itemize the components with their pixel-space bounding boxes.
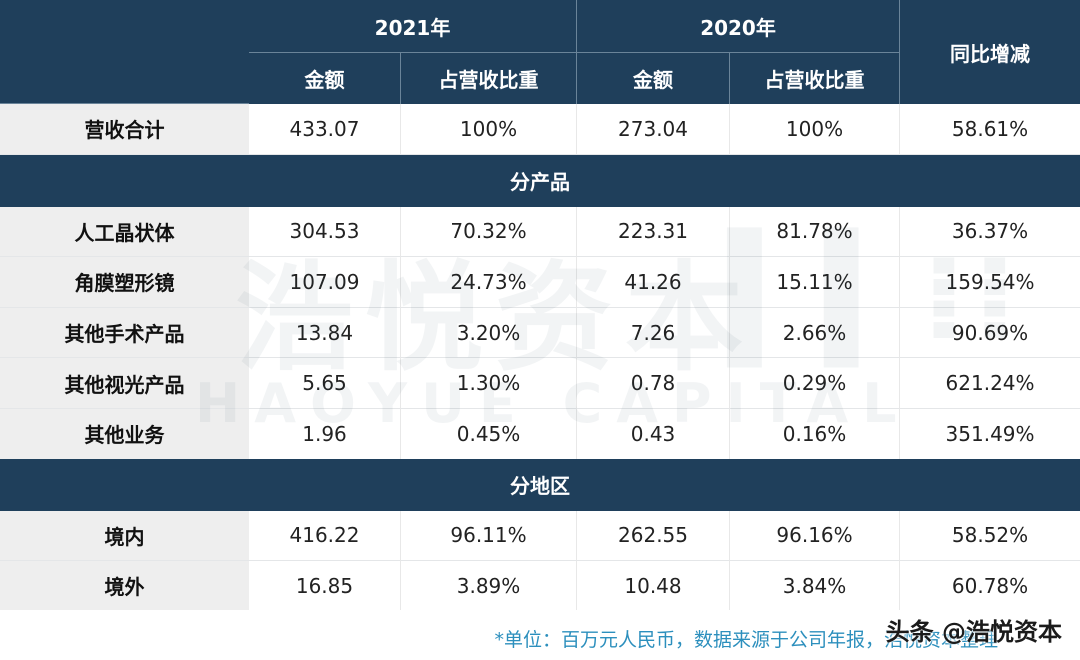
table-row: 境外 16.85 3.89% 10.48 3.84% 60.78% <box>0 561 1080 611</box>
cell-share-2020: 96.16% <box>729 510 900 562</box>
cell-share-2020: 2.66% <box>729 307 900 359</box>
table-row: 境内 416.22 96.11% 262.55 96.16% 58.52% <box>0 510 1080 562</box>
cell-share-2020: 3.84% <box>729 561 900 611</box>
revenue-table: 2021年 2020年 同比增减 金额 占营收比重 金额 占营收比重 营收合计 … <box>0 0 1080 611</box>
cell-share-2020: 81.78% <box>729 206 900 258</box>
cell-amount-2020: 7.26 <box>576 307 730 359</box>
row-label: 其他手术产品 <box>0 307 249 359</box>
table-row: 其他业务 1.96 0.45% 0.43 0.16% 351.49% <box>0 408 1080 459</box>
source-note: *单位：百万元人民币，数据来源于公司年报，浩悦资本整理 <box>494 629 998 651</box>
cell-share-2020: 0.29% <box>729 358 900 409</box>
header-2021: 2021年 <box>249 0 577 53</box>
table-row: 其他视光产品 5.65 1.30% 0.78 0.29% 621.24% <box>0 358 1080 409</box>
cell-amount-2020: 0.78 <box>576 358 730 409</box>
cell-share-2021: 70.32% <box>400 206 577 258</box>
cell-share-2021: 3.89% <box>400 561 577 611</box>
cell-yoy: 36.37% <box>899 206 1080 258</box>
header-amount-2020: 金额 <box>576 53 730 104</box>
cell-amount-2020: 10.48 <box>576 561 730 611</box>
cell-amount-2021: 416.22 <box>249 510 400 562</box>
header-amount-2021: 金额 <box>249 53 400 104</box>
cell-amount-2020: 262.55 <box>576 510 730 562</box>
cell-share-2020: 0.16% <box>729 408 900 459</box>
header-share-2021: 占营收比重 <box>400 53 577 104</box>
cell-amount-2021: 433.07 <box>249 104 400 155</box>
cell-yoy: 621.24% <box>899 358 1080 409</box>
cell-share-2021: 3.20% <box>400 307 577 359</box>
table-row: 其他手术产品 13.84 3.20% 7.26 2.66% 90.69% <box>0 307 1080 359</box>
cell-yoy: 90.69% <box>899 307 1080 359</box>
row-label: 其他业务 <box>0 408 249 459</box>
header-corner <box>0 0 249 104</box>
table-row: 角膜塑形镜 107.09 24.73% 41.26 15.11% 159.54% <box>0 257 1080 308</box>
cell-share-2021: 1.30% <box>400 358 577 409</box>
section-title: 分地区 <box>0 458 1080 511</box>
table-row-total: 营收合计 433.07 100% 273.04 100% 58.61% <box>0 104 1080 155</box>
cell-yoy: 58.61% <box>899 104 1080 155</box>
header-row-years: 2021年 2020年 同比增减 <box>0 0 1080 104</box>
header-2020: 2020年 <box>576 0 900 53</box>
cell-amount-2021: 107.09 <box>249 257 400 308</box>
cell-share-2021: 24.73% <box>400 257 577 308</box>
header-share-2020: 占营收比重 <box>729 53 900 104</box>
row-label: 境内 <box>0 510 249 562</box>
cell-amount-2021: 5.65 <box>249 358 400 409</box>
cell-amount-2021: 13.84 <box>249 307 400 359</box>
section-row-product: 分产品 <box>0 154 1080 207</box>
cell-yoy: 58.52% <box>899 510 1080 562</box>
section-row-region: 分地区 <box>0 458 1080 511</box>
header-yoy: 同比增减 <box>899 0 1080 104</box>
cell-share-2020: 15.11% <box>729 257 900 308</box>
row-label: 其他视光产品 <box>0 358 249 409</box>
row-label: 人工晶状体 <box>0 206 249 258</box>
header-row-sub: 金额 占营收比重 金额 占营收比重 <box>0 53 1080 104</box>
cell-share-2020: 100% <box>729 104 900 155</box>
cell-amount-2020: 273.04 <box>576 104 730 155</box>
cell-share-2021: 96.11% <box>400 510 577 562</box>
cell-amount-2021: 1.96 <box>249 408 400 459</box>
brand-watermark: 头条 @浩悦资本 <box>885 618 1062 646</box>
row-label: 境外 <box>0 561 249 611</box>
cell-amount-2020: 223.31 <box>576 206 730 258</box>
cell-yoy: 351.49% <box>899 408 1080 459</box>
cell-yoy: 159.54% <box>899 257 1080 308</box>
cell-yoy: 60.78% <box>899 561 1080 611</box>
row-label: 角膜塑形镜 <box>0 257 249 308</box>
cell-amount-2020: 0.43 <box>576 408 730 459</box>
cell-amount-2020: 41.26 <box>576 257 730 308</box>
cell-amount-2021: 16.85 <box>249 561 400 611</box>
footer: *单位：百万元人民币，数据来源于公司年报，浩悦资本整理 头条 @浩悦资本 <box>0 610 1080 660</box>
cell-amount-2021: 304.53 <box>249 206 400 258</box>
row-label: 营收合计 <box>0 104 249 155</box>
table-row: 人工晶状体 304.53 70.32% 223.31 81.78% 36.37% <box>0 206 1080 258</box>
section-title: 分产品 <box>0 154 1080 207</box>
cell-share-2021: 0.45% <box>400 408 577 459</box>
cell-share-2021: 100% <box>400 104 577 155</box>
